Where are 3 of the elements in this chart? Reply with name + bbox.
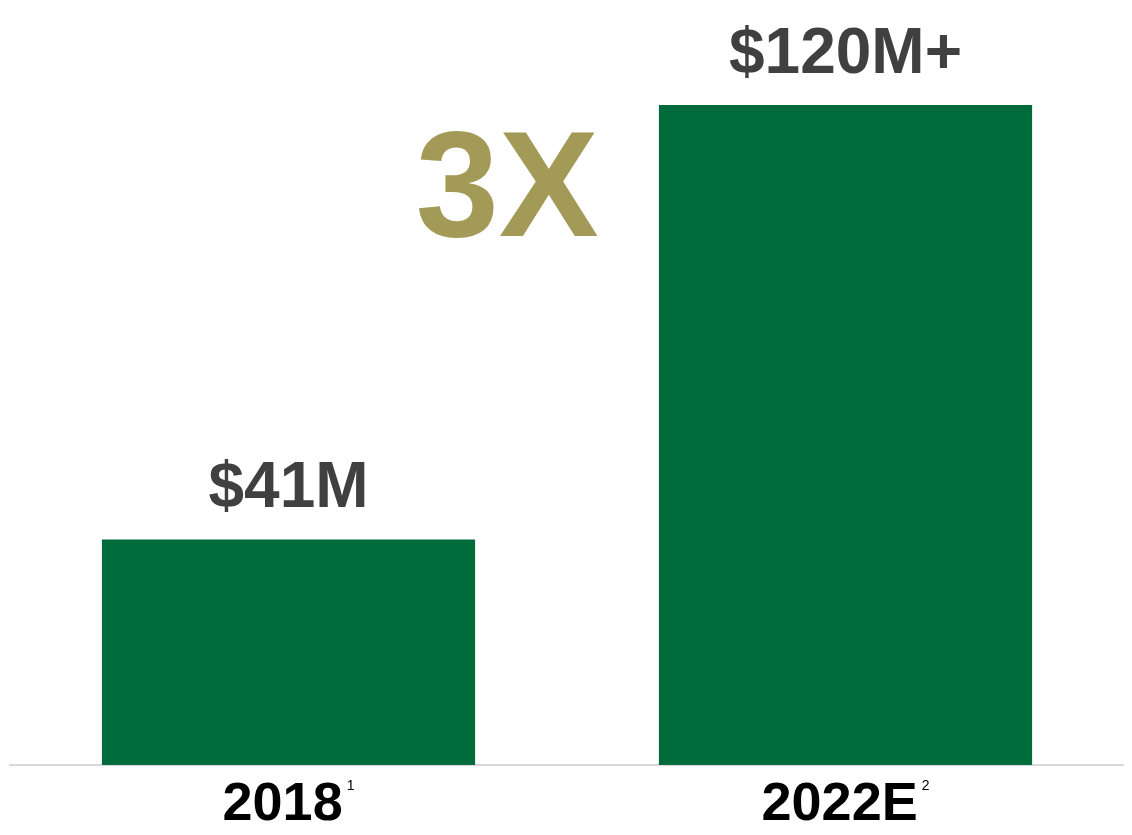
annotation: 3X: [415, 100, 599, 269]
data-label: $120M+: [728, 14, 963, 87]
data-label: $41M: [208, 449, 369, 522]
